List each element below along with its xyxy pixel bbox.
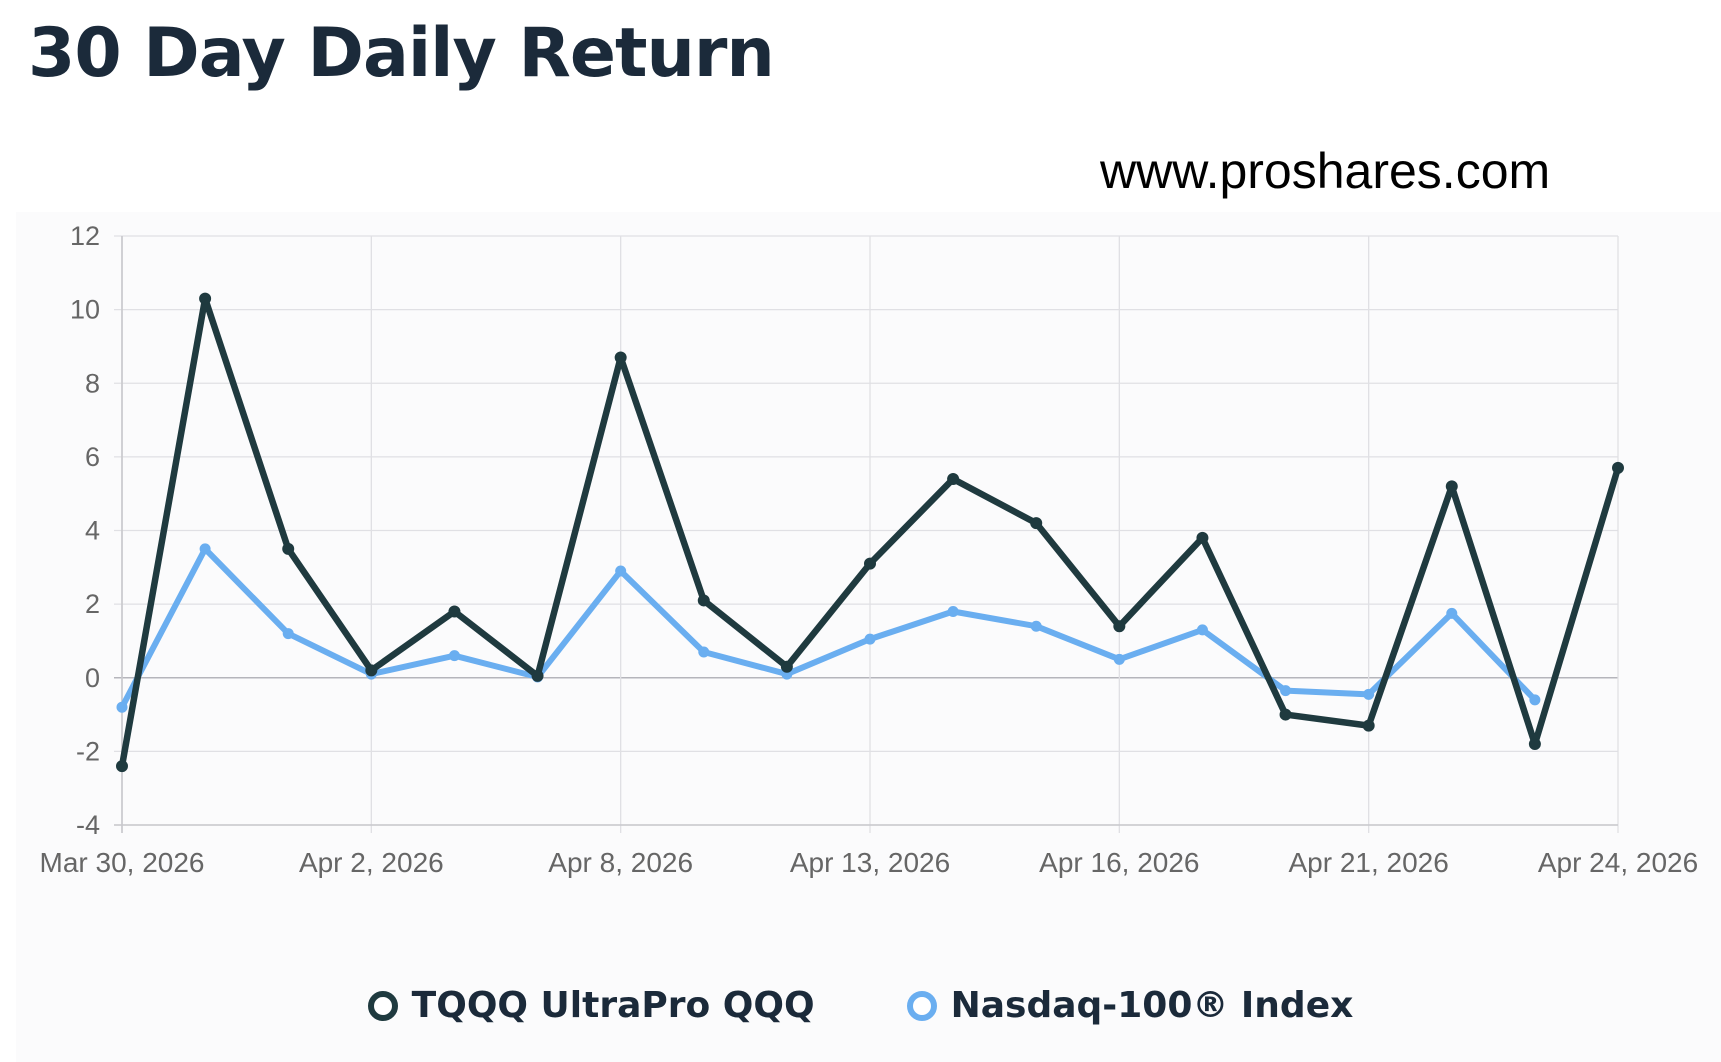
- x-tick-label: Apr 2, 2026: [299, 847, 444, 878]
- data-point-tqqq: [531, 669, 544, 682]
- x-tick-label: Apr 8, 2026: [548, 847, 693, 878]
- x-tick-label: Apr 16, 2026: [1039, 847, 1199, 878]
- chart-title: 30 Day Daily Return: [28, 14, 775, 93]
- data-point-nasdaq: [947, 605, 959, 617]
- data-point-nasdaq: [615, 565, 627, 577]
- data-point-nasdaq: [1196, 624, 1208, 636]
- data-point-tqqq: [282, 542, 295, 555]
- legend-label-tqqq: TQQQ UltraPro QQQ: [411, 985, 815, 1026]
- data-point-tqqq: [1113, 620, 1126, 633]
- data-point-tqqq: [780, 660, 793, 673]
- y-tick-label: 6: [85, 442, 100, 472]
- series-line-nasdaq: [119, 545, 1538, 711]
- chart-legend: TQQQ UltraPro QQQ Nasdaq-100® Index: [0, 985, 1721, 1026]
- data-point-nasdaq: [698, 646, 710, 658]
- y-tick-label: 4: [85, 516, 100, 546]
- data-point-tqqq: [448, 605, 461, 618]
- data-point-tqqq: [1445, 480, 1458, 493]
- x-tick-label: Apr 13, 2026: [790, 847, 950, 878]
- data-point-tqqq: [116, 760, 128, 773]
- y-tick-label: 12: [70, 221, 100, 251]
- data-point-nasdaq: [1030, 620, 1042, 632]
- data-point-tqqq: [1279, 708, 1292, 721]
- data-point-nasdaq: [1446, 607, 1458, 619]
- watermark-url: www.proshares.com: [1100, 143, 1551, 199]
- data-point-tqqq: [1196, 531, 1209, 544]
- legend-marker-nasdaq: [906, 990, 937, 1021]
- legend-item-tqqq[interactable]: TQQQ UltraPro QQQ: [367, 985, 815, 1026]
- data-point-tqqq: [365, 664, 378, 677]
- data-point-nasdaq: [116, 701, 128, 713]
- data-point-nasdaq: [1280, 685, 1292, 697]
- data-point-nasdaq: [199, 543, 211, 555]
- data-point-nasdaq: [448, 650, 460, 662]
- y-tick-label: 2: [85, 589, 100, 619]
- data-point-tqqq: [1528, 738, 1541, 751]
- y-tick-label: -2: [76, 736, 100, 766]
- data-point-tqqq: [1362, 719, 1375, 732]
- data-point-tqqq: [1030, 517, 1043, 530]
- y-tick-label: 8: [85, 368, 100, 398]
- data-point-nasdaq: [1113, 653, 1125, 665]
- x-tick-label: Mar 30, 2026: [40, 847, 205, 878]
- y-tick-label: 10: [70, 295, 100, 325]
- data-point-nasdaq: [864, 633, 876, 645]
- y-tick-label: -4: [76, 810, 100, 840]
- data-point-tqqq: [614, 351, 627, 364]
- legend-label-nasdaq: Nasdaq-100® Index: [950, 985, 1354, 1026]
- data-point-tqqq: [864, 557, 876, 570]
- x-tick-label: Apr 24, 2026: [1538, 847, 1698, 878]
- data-point-nasdaq: [282, 628, 294, 640]
- data-point-tqqq: [697, 594, 710, 607]
- legend-marker-tqqq: [367, 990, 398, 1021]
- data-point-nasdaq: [1363, 688, 1375, 700]
- data-point-tqqq: [947, 472, 960, 485]
- data-point-tqqq: [199, 292, 212, 305]
- data-point-nasdaq: [1529, 694, 1541, 706]
- x-tick-label: Apr 21, 2026: [1288, 847, 1448, 878]
- data-point-tqqq: [1612, 461, 1624, 474]
- y-tick-label: 0: [85, 663, 100, 693]
- legend-item-nasdaq[interactable]: Nasdaq-100® Index: [906, 985, 1354, 1026]
